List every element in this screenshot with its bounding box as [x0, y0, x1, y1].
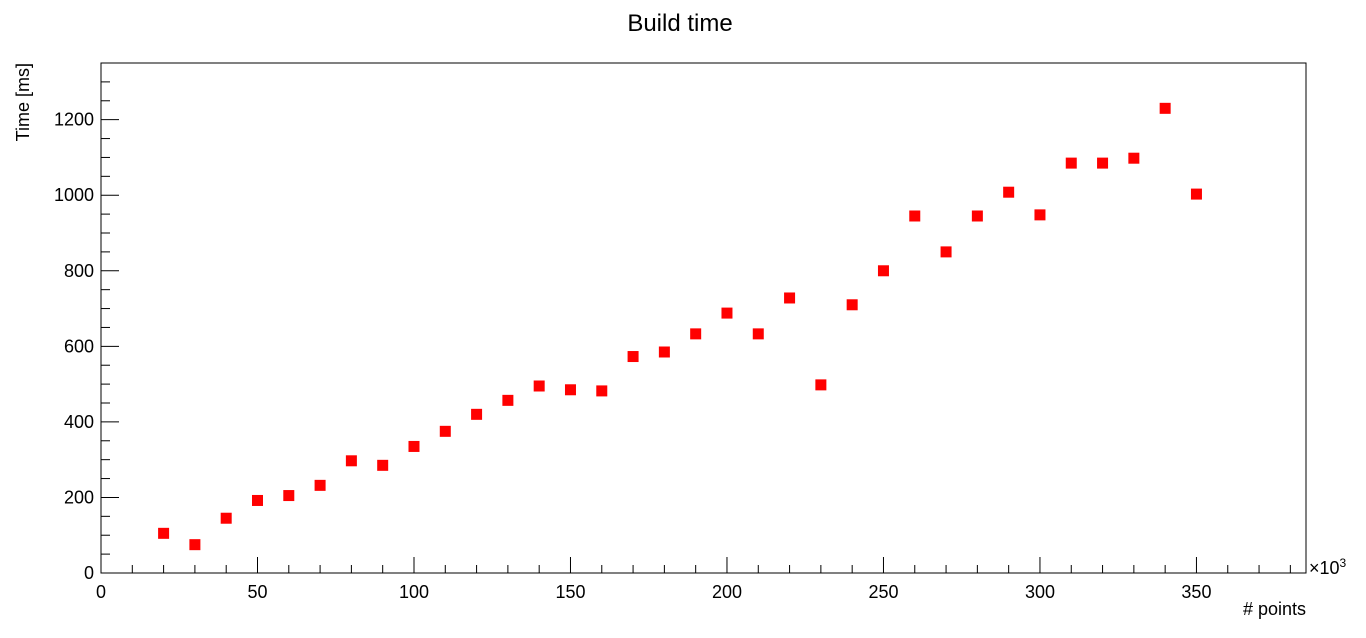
- x-tick-label: 0: [96, 582, 106, 602]
- y-axis: 0 200 400 600 800 1000 1200: [54, 62, 119, 583]
- x-tick-label: 250: [868, 582, 898, 602]
- data-point: [314, 479, 326, 491]
- x-tick-label: 150: [555, 582, 585, 602]
- data-point: [658, 346, 670, 358]
- data-point: [1065, 157, 1077, 169]
- y-tick-label: 600: [64, 336, 94, 356]
- x-tick-label: 300: [1025, 582, 1055, 602]
- plot-frame: [100, 62, 1307, 574]
- data-point: [189, 539, 201, 551]
- data-point: [345, 455, 357, 467]
- data-point: [283, 490, 295, 502]
- data-point: [784, 292, 796, 304]
- data-point: [846, 299, 858, 311]
- x-axis-multiplier-base: ×10: [1309, 558, 1340, 578]
- x-tick-label: 200: [712, 582, 742, 602]
- y-tick-label: 800: [64, 261, 94, 281]
- chart-title: Build time: [627, 10, 732, 37]
- data-point: [533, 380, 545, 392]
- data-point: [877, 265, 889, 277]
- y-tick-label: 200: [64, 487, 94, 507]
- x-axis: 0 50 100 150 200 250 300 350: [96, 557, 1291, 602]
- data-point: [408, 440, 420, 452]
- data-point: [1034, 209, 1046, 221]
- data-point: [752, 328, 764, 340]
- x-tick-label: 50: [247, 582, 267, 602]
- data-point: [158, 527, 170, 539]
- data-point: [627, 351, 639, 363]
- data-point: [971, 210, 983, 222]
- data-point: [564, 384, 576, 396]
- data-points: [158, 102, 1202, 551]
- data-point: [1003, 186, 1015, 198]
- x-tick-label: 350: [1181, 582, 1211, 602]
- data-point: [1097, 157, 1109, 169]
- data-point: [940, 246, 952, 258]
- data-point: [1159, 102, 1171, 114]
- data-point: [690, 328, 702, 340]
- x-axis-multiplier: ×103: [1309, 556, 1347, 578]
- x-tick-label: 100: [399, 582, 429, 602]
- data-point: [502, 394, 514, 406]
- data-point: [251, 494, 263, 506]
- data-point: [909, 210, 921, 222]
- data-point: [1190, 188, 1202, 200]
- data-point: [1128, 152, 1140, 164]
- data-point: [596, 385, 608, 397]
- y-tick-label: 400: [64, 412, 94, 432]
- data-point: [377, 459, 389, 471]
- y-tick-label: 1000: [54, 185, 94, 205]
- y-tick-label: 1200: [54, 110, 94, 130]
- data-point: [721, 307, 733, 319]
- y-tick-label: 0: [84, 563, 94, 583]
- x-axis-multiplier-exponent: 3: [1340, 556, 1347, 570]
- data-point: [439, 425, 451, 437]
- data-point: [815, 379, 827, 391]
- x-axis-title: # points: [1243, 599, 1306, 619]
- data-point: [220, 512, 232, 524]
- data-point: [471, 408, 483, 420]
- y-axis-title: Time [ms]: [13, 63, 33, 141]
